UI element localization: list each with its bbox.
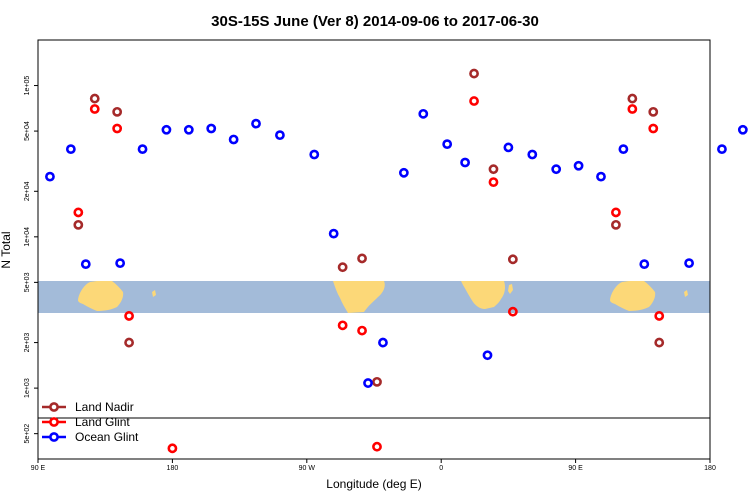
y-tick-label: 2e+04 bbox=[24, 181, 31, 201]
land-nadir-point bbox=[337, 262, 348, 273]
y-tick-label: 1e+04 bbox=[24, 227, 31, 247]
land-glint-point bbox=[654, 311, 665, 321]
ocean-glint-point bbox=[442, 139, 453, 150]
land-glint-point bbox=[167, 443, 178, 454]
ocean-glint-point bbox=[482, 350, 493, 361]
map-australia-2 bbox=[610, 281, 656, 311]
land-nadir-point bbox=[124, 337, 134, 348]
map-new-zealand-2 bbox=[684, 290, 688, 297]
land-nadir-point bbox=[507, 254, 518, 265]
ocean-glint-point bbox=[398, 167, 409, 178]
land-glint-point bbox=[89, 104, 100, 114]
land-nadir-point bbox=[89, 93, 100, 104]
ocean-glint-point bbox=[328, 228, 339, 239]
x-tick-label: 90 E bbox=[31, 465, 46, 472]
ocean-glint-point bbox=[183, 124, 194, 135]
ocean-glint-point bbox=[503, 142, 514, 153]
land-nadir-point bbox=[488, 164, 499, 175]
land-glint-point bbox=[73, 207, 84, 218]
y-tick-label: 1e+05 bbox=[24, 76, 31, 96]
legend-marker-land-glint bbox=[49, 417, 59, 427]
plot-frame bbox=[37, 39, 711, 460]
ocean-glint-point bbox=[45, 171, 55, 182]
x-tick-label: 180 bbox=[167, 465, 179, 472]
ocean-glint-point bbox=[737, 124, 748, 135]
y-axis-label: N Total bbox=[0, 231, 13, 268]
ocean-glint-point bbox=[378, 337, 388, 348]
ocean-glint-point bbox=[551, 164, 562, 175]
x-tick-label: 0 bbox=[439, 465, 443, 472]
map-africa bbox=[461, 281, 505, 309]
land-nadir-point bbox=[357, 253, 367, 264]
map-madagascar bbox=[508, 284, 513, 294]
map-band bbox=[38, 281, 710, 313]
y-axis: 5e+02 1e+03 2e+03 5e+03 1e+04 2e+04 5e+04 1e+05 bbox=[24, 76, 38, 444]
ocean-glint-point bbox=[527, 149, 538, 160]
map-south-america bbox=[333, 281, 385, 313]
data-points bbox=[45, 68, 748, 454]
x-tick-label: 90 W bbox=[299, 465, 316, 472]
ocean-glint-point bbox=[618, 144, 629, 155]
land-glint-point bbox=[337, 320, 348, 331]
land-glint-point bbox=[112, 123, 123, 134]
ocean-glint-point bbox=[639, 259, 650, 270]
land-glint-point bbox=[488, 177, 499, 188]
legend-marker-land-nadir bbox=[49, 402, 59, 412]
land-glint-point bbox=[627, 104, 638, 114]
ocean-glint-point bbox=[596, 171, 606, 182]
legend-label-ocean-glint: Ocean Glint bbox=[75, 430, 139, 444]
ocean-glint-point bbox=[137, 144, 148, 155]
ocean-glint-point bbox=[573, 160, 584, 171]
ocean-glint-point bbox=[460, 157, 470, 168]
land-glint-point bbox=[357, 325, 367, 336]
land-glint-point bbox=[648, 123, 659, 134]
land-glint-point bbox=[507, 306, 518, 317]
land-nadir-point bbox=[611, 219, 621, 230]
land-nadir-point bbox=[73, 219, 84, 230]
x-axis-label: Longitude (deg E) bbox=[326, 477, 421, 491]
land-glint-point bbox=[372, 441, 382, 452]
ocean-glint-point bbox=[251, 118, 261, 129]
map-new-zealand bbox=[152, 290, 156, 297]
land-glint-point bbox=[124, 311, 134, 321]
land-nadir-point bbox=[654, 337, 665, 348]
legend-label-land-nadir: Land Nadir bbox=[75, 400, 134, 414]
land-glint-point bbox=[611, 207, 621, 218]
y-tick-label: 2e+03 bbox=[24, 333, 31, 353]
y-tick-label: 1e+03 bbox=[24, 378, 31, 398]
ocean-glint-point bbox=[363, 378, 373, 388]
legend-label-land-glint: Land Glint bbox=[75, 415, 130, 429]
ocean-glint-point bbox=[228, 134, 239, 145]
map-australia-1 bbox=[78, 281, 124, 311]
land-nadir-point bbox=[627, 93, 638, 104]
ocean-glint-point bbox=[206, 123, 217, 134]
land-nadir-point bbox=[112, 106, 123, 117]
land-nadir-point bbox=[372, 376, 382, 387]
y-tick-label: 5e+03 bbox=[24, 272, 31, 292]
ocean-glint-point bbox=[161, 124, 172, 135]
x-tick-label: 180 bbox=[704, 465, 716, 472]
ocean-glint-point bbox=[684, 258, 694, 269]
y-tick-label: 5e+02 bbox=[24, 424, 31, 444]
ocean-glint-point bbox=[418, 108, 429, 119]
land-nadir-point bbox=[648, 106, 659, 117]
legend-marker-ocean-glint bbox=[49, 432, 59, 442]
land-glint-point bbox=[469, 96, 479, 106]
x-axis: 90 E 180 90 W 0 90 E 180 bbox=[31, 459, 716, 472]
y-tick-label: 5e+04 bbox=[24, 121, 31, 141]
chart-title: 30S-15S June (Ver 8) 2014-09-06 to 2017-… bbox=[211, 13, 539, 30]
ocean-glint-point bbox=[115, 258, 126, 269]
ocean-glint-point bbox=[65, 144, 76, 155]
ocean-glint-point bbox=[309, 149, 320, 160]
ocean-glint-point bbox=[80, 259, 91, 270]
x-tick-label: 90 E bbox=[568, 465, 583, 472]
ocean-glint-point bbox=[275, 130, 285, 141]
land-nadir-point bbox=[469, 68, 479, 79]
ocean-glint-point bbox=[717, 144, 727, 155]
